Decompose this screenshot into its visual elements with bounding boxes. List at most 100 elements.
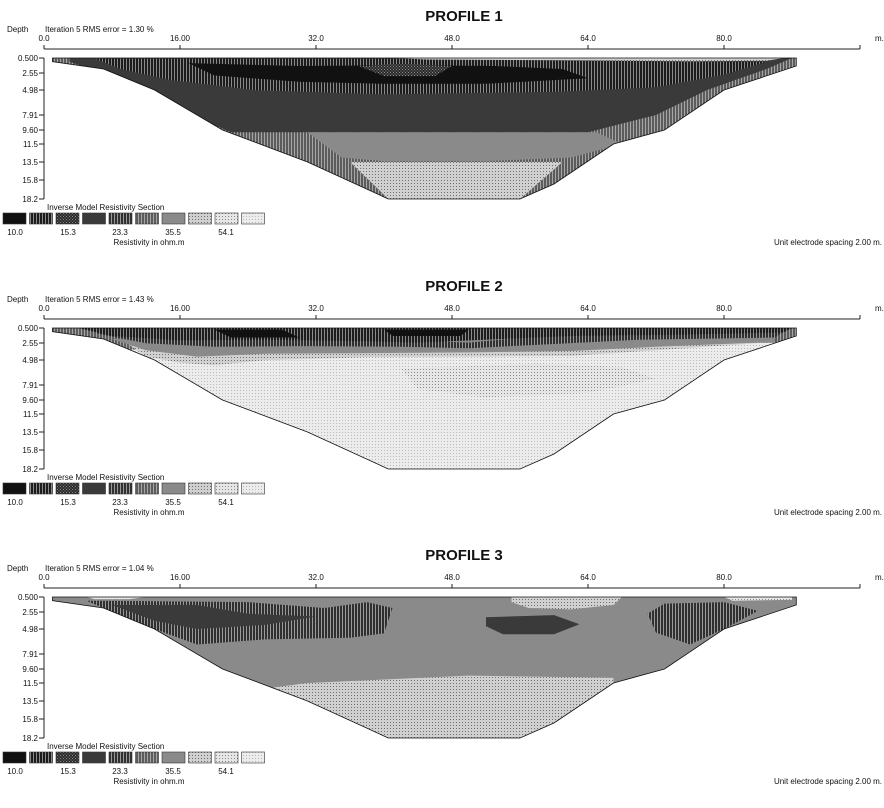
- legend-swatch: [2, 212, 27, 225]
- x-tick-label: 80.0: [716, 573, 732, 582]
- spacing-note: Unit electrode spacing 2.00 m.: [774, 777, 882, 786]
- legend-swatch: [214, 212, 239, 225]
- x-tick-label: 32.0: [308, 34, 324, 43]
- depth-label: Depth: [7, 295, 28, 304]
- depth-label: Depth: [7, 564, 28, 573]
- depth-tick-label: 2.55: [22, 339, 38, 348]
- x-tick-label: 64.0: [580, 573, 596, 582]
- legend-swatch: [214, 482, 239, 495]
- legend-unit: Resistivity in ohm.m: [113, 238, 184, 247]
- depth-tick-label: 0.500: [18, 324, 39, 333]
- legend-swatch: [2, 482, 27, 495]
- resistivity-zone: [724, 597, 792, 601]
- x-tick-label: 64.0: [580, 304, 596, 313]
- resistivity-zone: [273, 675, 614, 738]
- resistivity-zone: [647, 602, 758, 645]
- x-tick-label: 64.0: [580, 34, 596, 43]
- legend-value: 35.5: [165, 498, 181, 507]
- profile-title: PROFILE 3: [425, 547, 503, 564]
- legend-value: 15.3: [60, 228, 76, 237]
- legend-swatch: [188, 751, 212, 764]
- resistivity-zone: [511, 597, 622, 610]
- profile-svg: PROFILE 3 Depth Iteration 5 RMS error = 1.…: [2, 547, 884, 786]
- legend-swatch: [82, 212, 106, 225]
- legend-swatch: [214, 751, 239, 764]
- legend-swatch: [108, 482, 133, 495]
- profile-panel-3: PROFILE 3 Depth Iteration 5 RMS error = 1.…: [0, 539, 884, 805]
- x-tick-label: 80.0: [716, 34, 732, 43]
- x-tick-label: 48.0: [444, 34, 460, 43]
- rms-error-label: Iteration 5 RMS error = 1.04 %: [45, 564, 154, 573]
- resistivity-zones: [69, 58, 792, 199]
- x-tick-label: 32.0: [308, 573, 324, 582]
- legend-unit: Resistivity in ohm.m: [113, 508, 184, 517]
- x-tick-label: 0.0: [38, 573, 50, 582]
- legend-value: 15.3: [60, 498, 76, 507]
- legend-swatch: [29, 212, 53, 225]
- legend-value: 23.3: [112, 228, 128, 237]
- section-outline: [52, 327, 797, 470]
- legend-value: 10.0: [7, 767, 23, 776]
- legend-swatch: [135, 212, 159, 225]
- legend-swatch: [161, 212, 186, 225]
- depth-tick-label: 11.5: [23, 679, 39, 688]
- x-tick-label: 16.00: [170, 304, 191, 313]
- resistivity-zone: [358, 63, 452, 77]
- x-unit-label: m.: [875, 304, 884, 313]
- depth-tick-label: 13.5: [22, 697, 38, 706]
- rms-error-label: Iteration 5 RMS error = 1.30 %: [45, 25, 154, 34]
- x-tick-label: 80.0: [716, 304, 732, 313]
- depth-tick-label: 18.2: [22, 465, 38, 474]
- legend-swatch: [108, 212, 133, 225]
- depth-tick-label: 0.500: [18, 593, 39, 602]
- depth-tick-label: 4.98: [22, 86, 38, 95]
- legend-swatch: [108, 751, 133, 764]
- legend-value: 54.1: [218, 767, 234, 776]
- profile-panel-2: PROFILE 2 Depth Iteration 5 RMS error = 1.…: [0, 270, 884, 536]
- resistivity-zone: [392, 58, 784, 62]
- spacing-note: Unit electrode spacing 2.00 m.: [774, 238, 882, 247]
- legend-title: Inverse Model Resistivity Section: [47, 742, 164, 751]
- depth-tick-label: 18.2: [22, 734, 38, 743]
- resistivity-zone: [401, 363, 656, 398]
- resistivity-zones: [78, 328, 792, 469]
- depth-label: Depth: [7, 25, 28, 34]
- legend-title: Inverse Model Resistivity Section: [47, 203, 164, 212]
- depth-tick-label: 0.500: [18, 54, 39, 63]
- x-tick-label: 16.00: [170, 34, 191, 43]
- x-tick-label: 0.0: [38, 304, 50, 313]
- depth-tick-label: 18.2: [22, 195, 38, 204]
- legend-swatch: [241, 482, 265, 495]
- legend-unit: Resistivity in ohm.m: [113, 777, 184, 786]
- resistivity-zone: [95, 331, 784, 349]
- resistivity-zone: [214, 329, 299, 338]
- legend-swatch: [241, 751, 265, 764]
- legend-value: 54.1: [218, 498, 234, 507]
- x-unit-label: m.: [875, 34, 884, 43]
- legend-value: 10.0: [7, 228, 23, 237]
- depth-tick-label: 13.5: [22, 428, 38, 437]
- section-outline: [52, 57, 797, 200]
- x-unit-label: m.: [875, 573, 884, 582]
- legend-swatch: [188, 482, 212, 495]
- legend-swatch: [55, 212, 80, 225]
- profile-title: PROFILE 1: [425, 8, 503, 25]
- legend-value: 15.3: [60, 767, 76, 776]
- legend-swatch: [29, 482, 53, 495]
- depth-tick-label: 9.60: [22, 396, 38, 405]
- legend-swatch: [135, 751, 159, 764]
- legend-swatch: [241, 212, 265, 225]
- legend-swatch: [82, 751, 106, 764]
- depth-tick-label: 7.91: [22, 111, 38, 120]
- legend-swatch: [55, 482, 80, 495]
- legend-swatch: [55, 751, 80, 764]
- depth-tick-label: 2.55: [22, 608, 38, 617]
- depth-tick-label: 9.60: [22, 126, 38, 135]
- x-tick-label: 48.0: [444, 573, 460, 582]
- x-tick-label: 48.0: [444, 304, 460, 313]
- depth-tick-label: 2.55: [22, 69, 38, 78]
- depth-tick-label: 11.5: [23, 140, 39, 149]
- resistivity-zone: [486, 615, 580, 635]
- depth-tick-label: 15.8: [22, 715, 38, 724]
- legend-swatch: [188, 212, 212, 225]
